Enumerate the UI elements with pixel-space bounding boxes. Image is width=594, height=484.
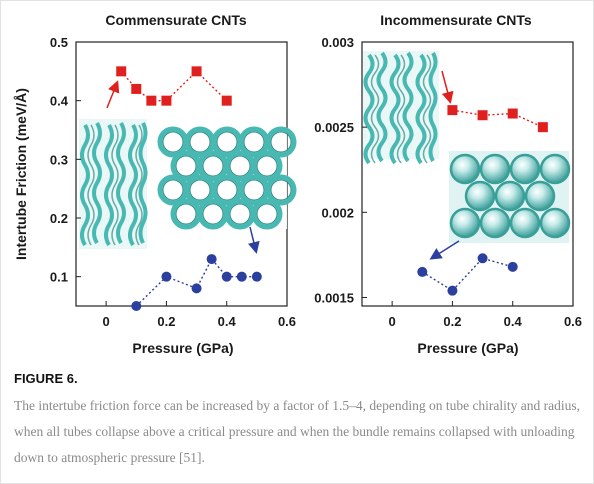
red-square-point [507, 108, 518, 119]
x-tick-label: 0 [103, 314, 110, 329]
axis-ticks: 0 0.2 0.4 0.6 0.0015 0.002 0.0025 0.003 [314, 35, 582, 329]
tube-ring-shape [256, 155, 278, 177]
tube-sphere-shape [479, 207, 511, 239]
tube-sphere-shape [524, 180, 556, 212]
red-square-point [146, 95, 157, 106]
x-tick-label: 0.4 [218, 314, 237, 329]
incommensurate-panel: Incommensurate CNTs [314, 12, 582, 356]
y-tick-label: 0.0025 [314, 120, 354, 135]
red-square-point [447, 105, 458, 116]
tube-ring-shape [162, 131, 184, 153]
y-tick-label: 0.2 [50, 211, 68, 226]
tube-ring-shape [251, 150, 283, 182]
blue-series-line [421, 257, 513, 292]
red-square-point [191, 66, 202, 77]
commensurate-panel: Commensurate CNTs [13, 12, 297, 356]
axis-ticks: 0 0.2 0.4 0.6 0.1 0.2 0.3 0.4 0.5 [50, 35, 296, 329]
blue-circle-point [161, 271, 172, 282]
tube-ring-shape [251, 198, 283, 230]
chart-marks [417, 105, 548, 296]
tube-ring-shape [256, 203, 278, 225]
blue-circle-point [206, 254, 217, 265]
blue-circle-point [447, 285, 458, 296]
tube-sphere-shape [464, 180, 496, 212]
tube-ring-shape [216, 131, 238, 153]
tube-sphere-shape [449, 207, 481, 239]
red-square-point [537, 122, 548, 133]
tube-ring-shape [229, 155, 251, 177]
red-square-point [131, 83, 142, 94]
tube-sphere-shape [509, 207, 541, 239]
chart-marks [116, 66, 262, 311]
blue-circle-point [507, 261, 518, 272]
tube-ring-shape [229, 203, 251, 225]
blue-arrow [429, 240, 460, 260]
tube-ring-shape [216, 179, 238, 201]
figure-caption: The intertube friction force can be incr… [14, 398, 581, 465]
red-square-point [477, 110, 488, 121]
tube-ring-shape [243, 179, 265, 201]
y-tick-label: 0.002 [321, 205, 354, 220]
tube-ring-shape [270, 179, 292, 201]
collapsed-bundle-illustration [363, 51, 439, 165]
tube-ring-shape [189, 179, 211, 201]
x-axis-label: Pressure (GPa) [417, 340, 518, 356]
plot-frame [361, 41, 574, 307]
y-tick-label: 0.0015 [314, 290, 354, 305]
round-tube-lattice-illustration [449, 151, 571, 243]
figure-label: FIGURE 6. [14, 371, 78, 386]
y-tick-label: 0.003 [321, 35, 354, 50]
blue-circle-point [191, 283, 202, 294]
x-tick-label: 0.6 [564, 314, 582, 329]
tube-sphere-shape [539, 153, 571, 185]
round-tube-lattice-illustration [157, 126, 297, 230]
red-series-line [452, 109, 544, 128]
y-tick-label: 0.1 [50, 270, 68, 285]
y-axis-label: Intertube Friction (meV/Å) [13, 88, 29, 260]
x-tick-label: 0 [389, 314, 396, 329]
tube-sphere-shape [479, 153, 511, 185]
figure-canvas: Commensurate CNTs [13, 12, 582, 356]
blue-circle-point [251, 271, 262, 282]
tube-ring-shape [175, 203, 197, 225]
tube-ring-shape [202, 203, 224, 225]
tube-ring-shape [265, 126, 297, 158]
x-tick-label: 0.4 [504, 314, 523, 329]
y-tick-label: 0.4 [50, 94, 69, 109]
chart-title: Commensurate CNTs [105, 12, 247, 28]
tube-ring-shape [243, 131, 265, 153]
blue-circle-point [236, 271, 247, 282]
blue-arrow [247, 226, 260, 254]
tube-ring-shape [175, 155, 197, 177]
tube-sphere-shape [509, 153, 541, 185]
tube-ring-shape [162, 179, 184, 201]
red-square-point [161, 95, 172, 106]
chart-title: Incommensurate CNTs [380, 12, 532, 28]
red-square-point [116, 66, 127, 77]
blue-circle-point [477, 253, 488, 264]
tube-ring-shape [202, 155, 224, 177]
collapsed-bundle-illustration [79, 119, 148, 249]
red-arrow [106, 80, 120, 109]
tube-sphere-shape [494, 180, 526, 212]
y-tick-label: 0.5 [50, 35, 68, 50]
x-tick-label: 0.6 [278, 314, 296, 329]
tube-sphere-shape [539, 207, 571, 239]
y-tick-label: 0.3 [50, 152, 68, 167]
red-arrow [441, 70, 454, 104]
tube-ring-shape [270, 131, 292, 153]
blue-circle-point [131, 301, 142, 311]
tube-sphere-shape [449, 153, 481, 185]
tube-ring-shape [265, 174, 297, 206]
blue-series-line [135, 257, 257, 307]
x-tick-label: 0.2 [443, 314, 461, 329]
x-tick-label: 0.2 [157, 314, 175, 329]
tube-ring-shape [189, 131, 211, 153]
blue-circle-point [417, 266, 428, 277]
x-axis-label: Pressure (GPa) [132, 340, 233, 356]
blue-circle-point [221, 271, 232, 282]
red-square-point [221, 95, 232, 106]
